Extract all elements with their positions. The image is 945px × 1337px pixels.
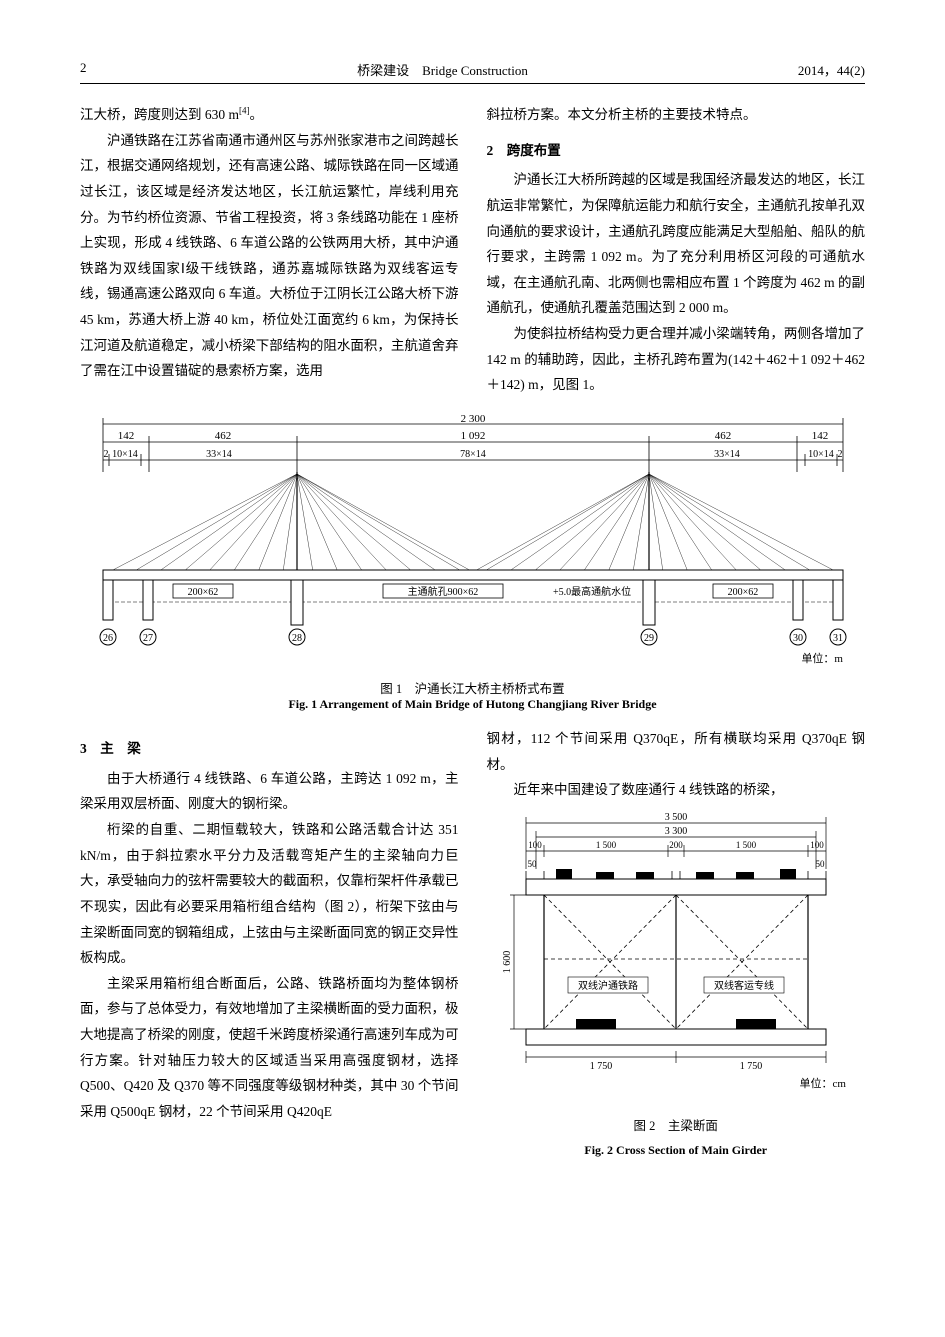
sec2-p1: 沪通长江大桥所跨越的区域是我国经济最发达的地区，长江航运非常繁忙，为保障航运能力… [487,167,866,321]
fig2-p2: 200 [669,840,683,850]
fig1-sub-mid: 78×14 [460,449,486,460]
intro-para: 沪通铁路在江苏省南通市通州区与苏州张家港市之间跨越长江，根据交通网络规划，还有高… [80,128,459,384]
sec3-p2: 桁梁的自重、二期恒载较大，铁路和公路活载合计达 351 kN/m，由于斜拉索水平… [80,817,459,971]
fig1-span-0: 142 [117,430,134,442]
fig1-box-mid: 主通航孔900×62 [407,585,478,598]
fig2-p1: 1 500 [596,840,617,850]
col-left-lower: 3 主 梁 由于大桥通行 4 线铁路、6 车道公路，主跨达 1 092 m，主梁… [80,726,459,1161]
upper-columns: 江大桥，跨度则达到 630 m[4]。 沪通铁路在江苏省南通市通州区与苏州张家港… [80,102,865,398]
fig1-pier-5: 31 [833,633,843,644]
sec3-title: 3 主 梁 [80,736,459,762]
page-number: 2 [80,60,140,79]
fig2-caption-en: Fig. 2 Cross Section of Main Girder [487,1139,866,1162]
fig1-sub-l0: 2 [103,449,108,460]
fig2-b1: 1 750 [740,1061,763,1072]
sec3-cont-2: 近年来中国建设了数座通行 4 线铁路的桥梁， [487,777,866,803]
fig1-span-1: 462 [214,430,231,442]
fig2-p0: 100 [528,840,542,850]
fig1-pier-3: 29 [644,633,654,644]
fig2-50r: 50 [815,859,825,869]
fig1-pier-0: 26 [103,633,113,644]
fig2-svg: 3 500 3 300 100 1 50 [496,809,856,1109]
fig1-span-2: 1 092 [460,430,485,442]
fig2-p4: 100 [810,840,824,850]
fig1-unit: 单位：m [801,651,843,665]
fig2-caption-cn: 图 2 主梁断面 [487,1115,866,1139]
fig1-svg: 2 300 142 462 1 092 462 142 2 [83,412,863,672]
fig2-rail-left: 双线沪通铁路 [578,979,638,992]
fig2-height: 1 600 [502,951,513,974]
lower-columns: 3 主 梁 由于大桥通行 4 线铁路、6 车道公路，主跨达 1 092 m，主梁… [80,726,865,1161]
fig1-pier-2: 28 [292,633,302,644]
fig1-caption-en: Fig. 1 Arrangement of Main Bridge of Hut… [80,697,865,712]
fig1-box-right: 200×62 [727,587,758,598]
sec3-cont-1: 钢材，112 个节间采用 Q370qE，所有横联均采用 Q370qE 钢材。 [487,726,866,777]
figure-2: 3 500 3 300 100 1 50 [487,809,866,1162]
fig2-top-inner: 3 300 [665,826,688,837]
journal-title: 桥梁建设 Bridge Construction [140,60,745,79]
fig2-50l: 50 [527,859,537,869]
col-left-upper: 江大桥，跨度则达到 630 m[4]。 沪通铁路在江苏省南通市通州区与苏州张家港… [80,102,459,398]
journal-title-en: Bridge Construction [422,63,528,78]
fig1-pier-1: 27 [143,633,153,644]
col-right-lower: 钢材，112 个节间采用 Q370qE，所有横联均采用 Q370qE 钢材。 近… [487,726,866,1161]
fig2-top-total: 3 500 [665,812,688,823]
sec2-p2: 为使斜拉桥结构受力更合理并减小梁端转角，两侧各增加了 142 m 的辅助跨，因此… [487,321,866,398]
fig1-sub-l2: 33×14 [206,449,232,460]
fig1-sub-r0: 33×14 [714,449,740,460]
fig1-sub-r1: 10×14 [808,449,834,460]
sec3-p3: 主梁采用箱桁组合断面后，公路、铁路桥面均为整体钢桥面，参与了总体受力，有效地增加… [80,971,459,1125]
fig1-pier-4: 30 [793,633,803,644]
col-right-upper: 斜拉桥方案。本文分析主桥的主要技术特点。 2 跨度布置 沪通长江大桥所跨越的区域… [487,102,866,398]
journal-title-cn: 桥梁建设 [357,63,409,78]
fig1-span-3: 462 [714,430,731,442]
issue-info: 2014，44(2) [745,60,865,79]
figure-1: 2 300 142 462 1 092 462 142 2 [80,412,865,712]
sec2-title: 2 跨度布置 [487,138,866,164]
fig1-water: +5.0最高通航水位 [553,585,631,598]
fig1-sub-r2: 2 [837,449,842,460]
fig1-caption-cn: 图 1 沪通长江大桥主桥桥式布置 [80,678,865,697]
fig2-unit: 单位：cm [799,1076,846,1090]
sec3-p1: 由于大桥通行 4 线铁路、6 车道公路，主跨达 1 092 m，主梁采用双层桥面… [80,766,459,817]
fig2-b0: 1 750 [590,1061,613,1072]
page-header: 2 桥梁建设 Bridge Construction 2014，44(2) [80,60,865,84]
fig1-total: 2 300 [460,413,485,425]
fig1-span-4: 142 [811,430,828,442]
page: 2 桥梁建设 Bridge Construction 2014，44(2) 江大… [0,0,945,1202]
fig2-rail-right: 双线客运专线 [714,979,774,992]
intro-tail-right: 斜拉桥方案。本文分析主桥的主要技术特点。 [487,102,866,128]
fig1-box-left: 200×62 [187,587,218,598]
fig2-p3: 1 500 [736,840,757,850]
fig1-sub-l1: 10×14 [112,449,138,460]
intro-tail-line: 江大桥，跨度则达到 630 m[4]。 [80,102,459,128]
